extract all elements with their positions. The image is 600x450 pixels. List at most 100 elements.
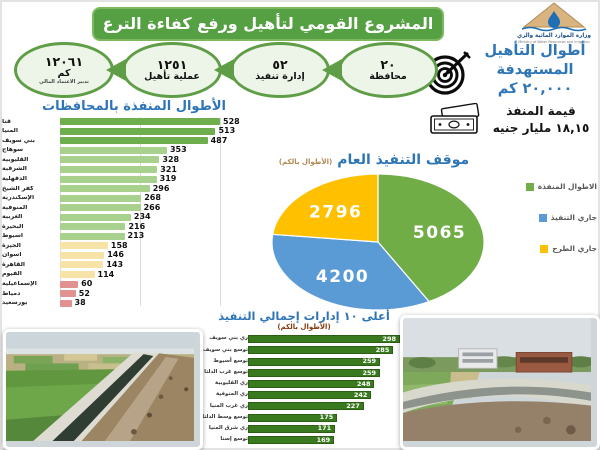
bar-row: القاهرة 143 (2, 260, 266, 270)
bar-value: 60 (81, 279, 93, 289)
bar-category-label: الجيزة (2, 242, 21, 249)
stat-oval-body: ٥٢ إدارة تنفيذ (230, 42, 330, 98)
bar-category-label: القاهرة (2, 261, 26, 268)
pie-slice-value: 2796 (309, 203, 362, 223)
bar-category-label: الفيوم (2, 271, 22, 278)
money-icon (430, 103, 480, 134)
bar (60, 299, 72, 307)
bar-category-label: المنوفية (2, 204, 28, 211)
stat-value: ١٢٠٦١ (44, 54, 84, 70)
legend-label: جاري التنفيذ (550, 213, 597, 222)
bar (60, 146, 167, 154)
page-title: المشروع القومي لتأهيل ورفع كفاءة الترع (92, 7, 444, 41)
executed-value-amount: ١٨,١٥ مليار جنيه (492, 121, 590, 135)
bar-category-label: توسع أسيوط (213, 357, 248, 364)
bar-value: 234 (133, 212, 151, 222)
chevron-pointer-icon (106, 59, 126, 81)
stat-value: ١٢٥١ (156, 57, 188, 73)
legend-swatch (538, 213, 547, 222)
pie-slice-value: 5065 (413, 223, 466, 243)
bar (60, 175, 157, 183)
governorates-bar-chart: الأطوال المنفذة بالمحافظات قنا 528 المنيا 5… (2, 99, 266, 311)
pie-subtitle-text: (الأطوال بالكم) (278, 158, 333, 166)
bar-category-label: قنا (2, 118, 11, 125)
pie-slice-value: 4200 (316, 267, 369, 287)
bar-value: 528 (223, 116, 240, 126)
bar-row: توسع غرب الدلتا 259 (198, 367, 410, 378)
bar-category-label: الغربية (2, 214, 23, 221)
bar-row: توسع أسيوط 259 (198, 356, 410, 367)
pie-legend: الاطوال المنفذة جاري التنفيذ جاري الطرح (497, 182, 597, 275)
bar (60, 185, 150, 193)
bar-category-label: القليوبية (2, 156, 29, 163)
bar (60, 194, 142, 202)
executed-value-block: قيمة المنفذ ١٨,١٥ مليار جنيه (428, 103, 596, 137)
bar-value: 227 (346, 402, 360, 411)
bar: 248 (248, 379, 375, 388)
bar-value: 353 (169, 145, 187, 155)
gridline (220, 117, 221, 306)
bar (60, 271, 95, 279)
bar-row: الإسكندرية 268 (2, 193, 266, 203)
bar: 171 (248, 424, 336, 433)
bar-value: 259 (362, 368, 377, 377)
legend-label: جاري الطرح (552, 244, 597, 253)
bar-value: 487 (210, 135, 228, 145)
bar-category-label: الإسماعيلية (2, 280, 37, 287)
target-line1: أطوال التأهيل (484, 43, 586, 59)
bar-category-label: ري بني سويف (209, 335, 248, 342)
bar: 298 (248, 335, 400, 344)
bar-row: الفيوم 114 (2, 270, 266, 280)
bar (60, 290, 76, 298)
stat-oval-body: ١٢٠٦١ كم تدبير الاعتماد المالي (14, 42, 114, 98)
bar-row: بورسعيد 38 (2, 298, 266, 308)
bar-category-label: بورسعيد (2, 300, 28, 307)
chevron-pointer-icon (322, 59, 342, 81)
bar-value: 296 (152, 183, 170, 193)
bar (60, 232, 125, 240)
bar-value: 175 (319, 413, 334, 422)
bar (60, 251, 105, 259)
bar-row: ري المنوفية 242 (198, 390, 410, 401)
pie-chart: 5065 4200 2796 (260, 166, 496, 314)
bar-value: 114 (97, 269, 115, 279)
target-lengths-block: أطوال التأهيل المستهدفة ٢٠,٠٠٠ كم (474, 42, 596, 99)
bar-category-label: الدقهلية (2, 175, 27, 182)
stat-value: ٥٢ (272, 57, 288, 73)
bar-row: قنا 528 (2, 117, 266, 127)
bar-row: توسع إسنا 169 (198, 434, 410, 445)
stat-note: تدبير الاعتماد المالي (39, 78, 89, 85)
pie-chart-title: موقف التنفيذ العام (الأطوال بالكم) (268, 150, 480, 168)
bar: 242 (248, 390, 372, 400)
bar-value: 242 (353, 390, 368, 399)
bar-category-label: دمياط (2, 290, 21, 297)
bar-value: 143 (106, 259, 124, 269)
stat-label: كم (57, 67, 71, 79)
bar-category-label: توسع غرب الدلتا (204, 368, 248, 375)
bar-category-label: ري شرق المنيا (208, 424, 248, 431)
legend-item: جاري التنفيذ (497, 213, 597, 222)
ministry-name-ar: وزارة الموارد المائية والري (517, 33, 592, 39)
bar: 259 (248, 368, 381, 377)
gridline (60, 117, 61, 306)
bar-row: المنيا 513 (2, 127, 266, 137)
bar-row: الغربية 234 (2, 212, 266, 222)
bar-row: ري القليوبية 248 (198, 378, 410, 389)
bar-category-label: ري القليوبية (215, 380, 248, 387)
legend-item: جاري الطرح (497, 244, 597, 253)
bar-row: القليوبية 328 (2, 155, 266, 165)
stats-chain: ٢٠ محافظة ٥٢ إدارة تنفيذ ١٢٥١ عملية تأهيل ١٢٠٦… (6, 42, 438, 100)
pie-slice (271, 233, 431, 311)
bar-row: الدقهلية 319 (2, 174, 266, 184)
bar-category-label: كفر الشيخ (2, 185, 34, 192)
bar-category-label: الشرقية (2, 166, 27, 173)
bar-row: الشرقية 321 (2, 165, 266, 175)
bar-value: 513 (218, 126, 236, 136)
bar-row: سوهاج 353 (2, 146, 266, 156)
stat-oval: ١٢٠٦١ كم تدبير الاعتماد المالي (14, 42, 114, 98)
stat-value: ٢٠ (380, 57, 396, 73)
bar (60, 166, 158, 173)
bar-category-label: الإسكندرية (2, 195, 35, 202)
bar (60, 127, 216, 135)
bar-value: 158 (110, 240, 128, 250)
